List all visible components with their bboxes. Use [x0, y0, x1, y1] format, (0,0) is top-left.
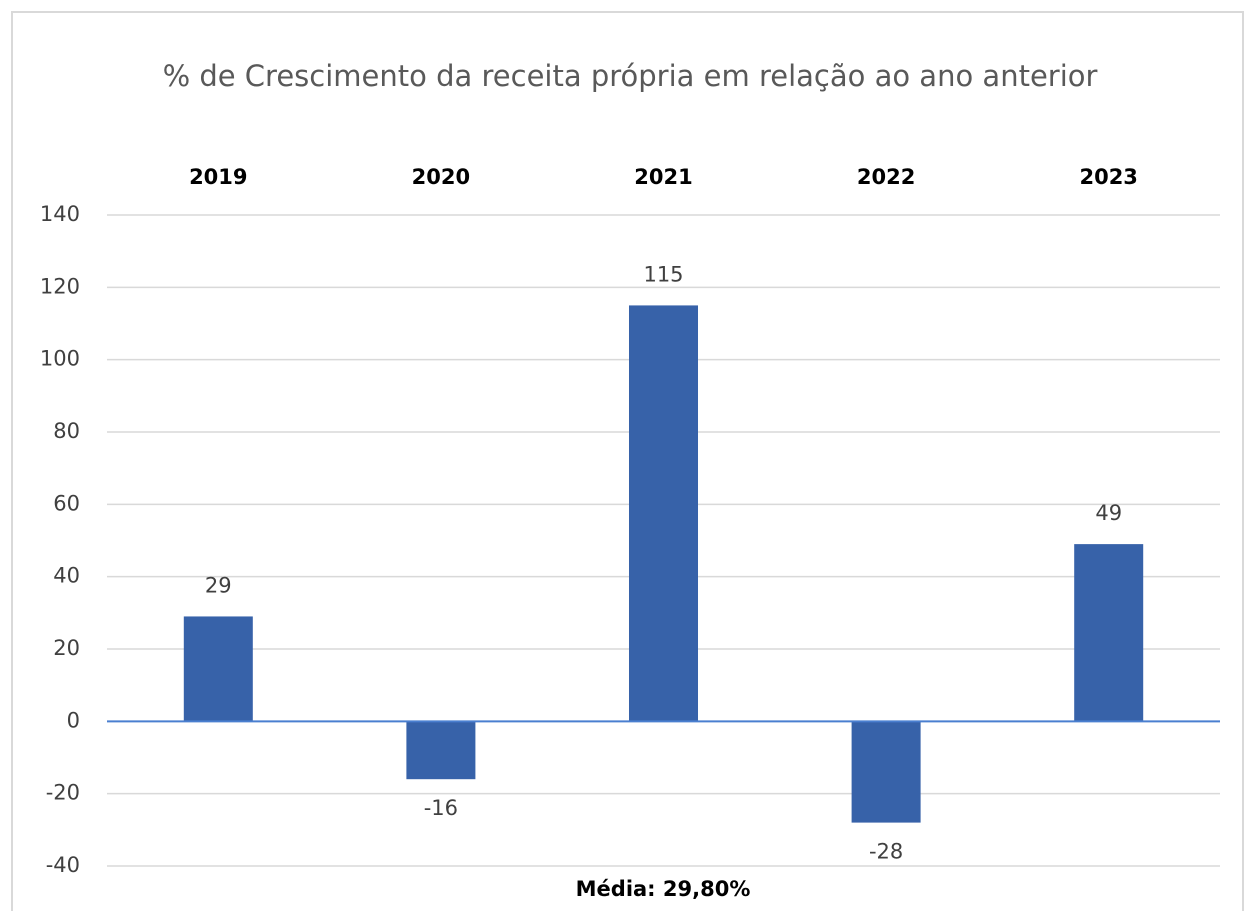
data-label: 29 — [205, 573, 232, 597]
y-tick-label: 40 — [53, 564, 80, 588]
bar — [851, 721, 921, 823]
y-tick-label: 0 — [67, 708, 80, 732]
y-tick-label: -20 — [46, 781, 80, 805]
chart-title: % de Crescimento da receita própria em r… — [163, 59, 1098, 93]
annotation: Média: 29,80% — [576, 877, 751, 901]
y-tick-label: 20 — [53, 636, 80, 660]
data-label: 115 — [643, 262, 683, 286]
bar — [183, 616, 253, 722]
y-tick-label: 140 — [40, 202, 80, 226]
bar — [406, 721, 476, 780]
data-label: -16 — [424, 796, 458, 820]
x-tick-label: 2023 — [1079, 165, 1137, 189]
x-tick-label: 2021 — [634, 165, 692, 189]
bar — [628, 305, 699, 722]
x-tick-label: 2022 — [857, 165, 915, 189]
y-tick-label: -40 — [46, 853, 80, 877]
x-tick-label: 2020 — [412, 165, 470, 189]
y-tick-label: 80 — [53, 419, 80, 443]
data-label: -28 — [869, 840, 903, 864]
chart-frame — [11, 11, 1244, 911]
y-tick-label: 60 — [53, 491, 80, 515]
x-tick-label: 2019 — [189, 165, 247, 189]
y-tick-label: 120 — [40, 274, 80, 298]
data-label: 49 — [1095, 501, 1122, 525]
bar — [1074, 544, 1144, 722]
y-tick-label: 100 — [40, 347, 80, 371]
